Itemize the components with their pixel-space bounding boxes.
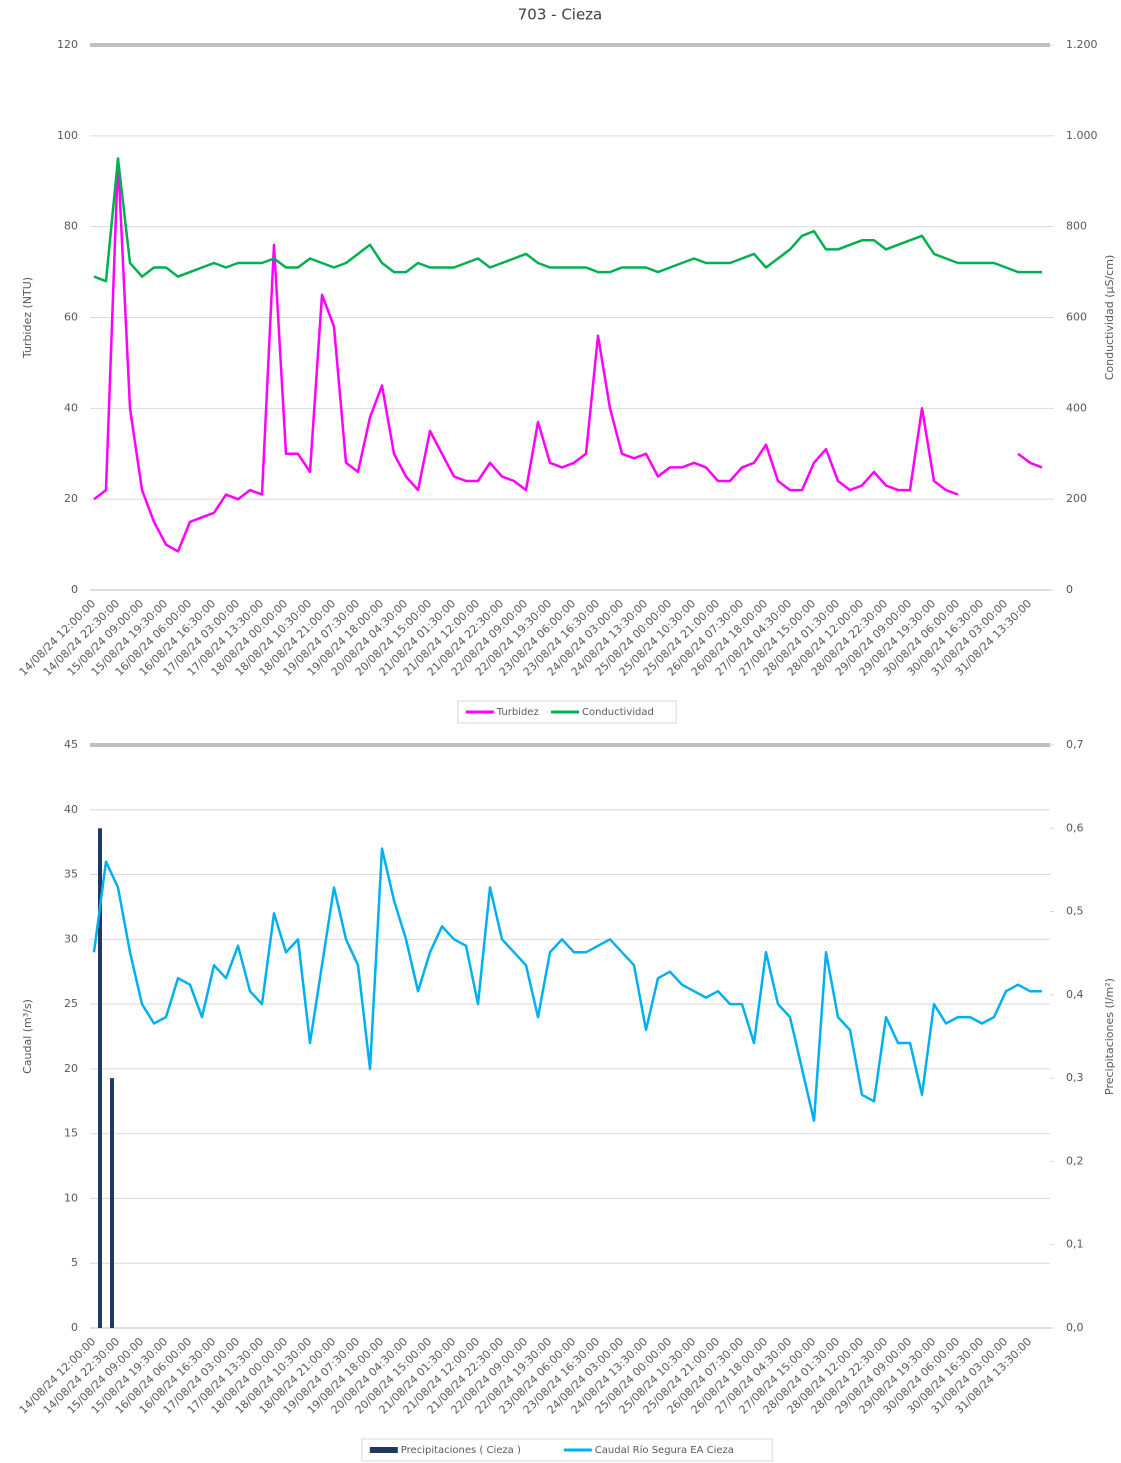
y-tick-label: 120 <box>57 38 78 51</box>
y2-axis-title: Conductividad (µS/cm) <box>1103 255 1116 381</box>
y2-tick-label: 0,3 <box>1066 1071 1084 1084</box>
y-tick-label: 100 <box>57 129 78 142</box>
y2-tick-label: 0,1 <box>1066 1238 1084 1251</box>
y2-tick-label: 0,5 <box>1066 905 1084 918</box>
y2-tick-label: 200 <box>1066 492 1087 505</box>
y-tick-label: 20 <box>64 1062 78 1075</box>
y-tick-label: 10 <box>64 1191 78 1204</box>
legend-label: Caudal Río Segura EA Cieza <box>595 1444 734 1456</box>
y2-tick-label: 1.200 <box>1066 38 1098 51</box>
y2-tick-label: 400 <box>1066 401 1087 414</box>
line <box>92 847 1042 1122</box>
y-axis-title: Caudal (m³/s) <box>21 999 34 1074</box>
legend-label: Turbidez <box>496 707 539 718</box>
line <box>93 157 1043 553</box>
y-tick-label: 0 <box>71 1321 78 1334</box>
y2-tick-label: 0,4 <box>1066 988 1084 1001</box>
y-tick-label: 35 <box>64 868 78 881</box>
y2-tick-label: 800 <box>1066 220 1087 233</box>
y-tick-label: 80 <box>64 220 78 233</box>
legend-label: Precipitaciones ( Cieza ) <box>401 1445 521 1456</box>
y-axis-title: Turbidez (NTU) <box>21 277 34 359</box>
y2-tick-label: 600 <box>1066 311 1087 324</box>
y-tick-label: 40 <box>64 401 78 414</box>
line <box>93 157 1042 283</box>
y2-axis-title: Precipitaciones (l/m²) <box>1103 978 1116 1095</box>
bar <box>110 1078 114 1328</box>
y2-tick-label: 0,6 <box>1066 821 1084 834</box>
y-tick-label: 5 <box>71 1256 78 1269</box>
y-tick-label: 30 <box>64 932 78 945</box>
y-tick-label: 15 <box>64 1127 78 1140</box>
y-tick-label: 20 <box>64 492 78 505</box>
y-tick-label: 60 <box>64 311 78 324</box>
y-tick-label: 45 <box>64 738 78 751</box>
y-tick-label: 40 <box>64 803 78 816</box>
y2-tick-label: 1.000 <box>1066 129 1098 142</box>
chart-title: 703 - Cieza <box>518 6 603 24</box>
legend-swatch <box>369 1447 398 1453</box>
y2-tick-label: 0,0 <box>1066 1321 1084 1334</box>
y-tick-label: 25 <box>64 997 78 1010</box>
y-tick-label: 0 <box>71 583 78 596</box>
y2-tick-label: 0,2 <box>1066 1154 1084 1167</box>
legend-label: Conductividad <box>582 707 654 718</box>
y2-tick-label: 0 <box>1066 583 1073 596</box>
bar <box>98 828 102 1328</box>
y2-tick-label: 0,7 <box>1066 738 1084 751</box>
